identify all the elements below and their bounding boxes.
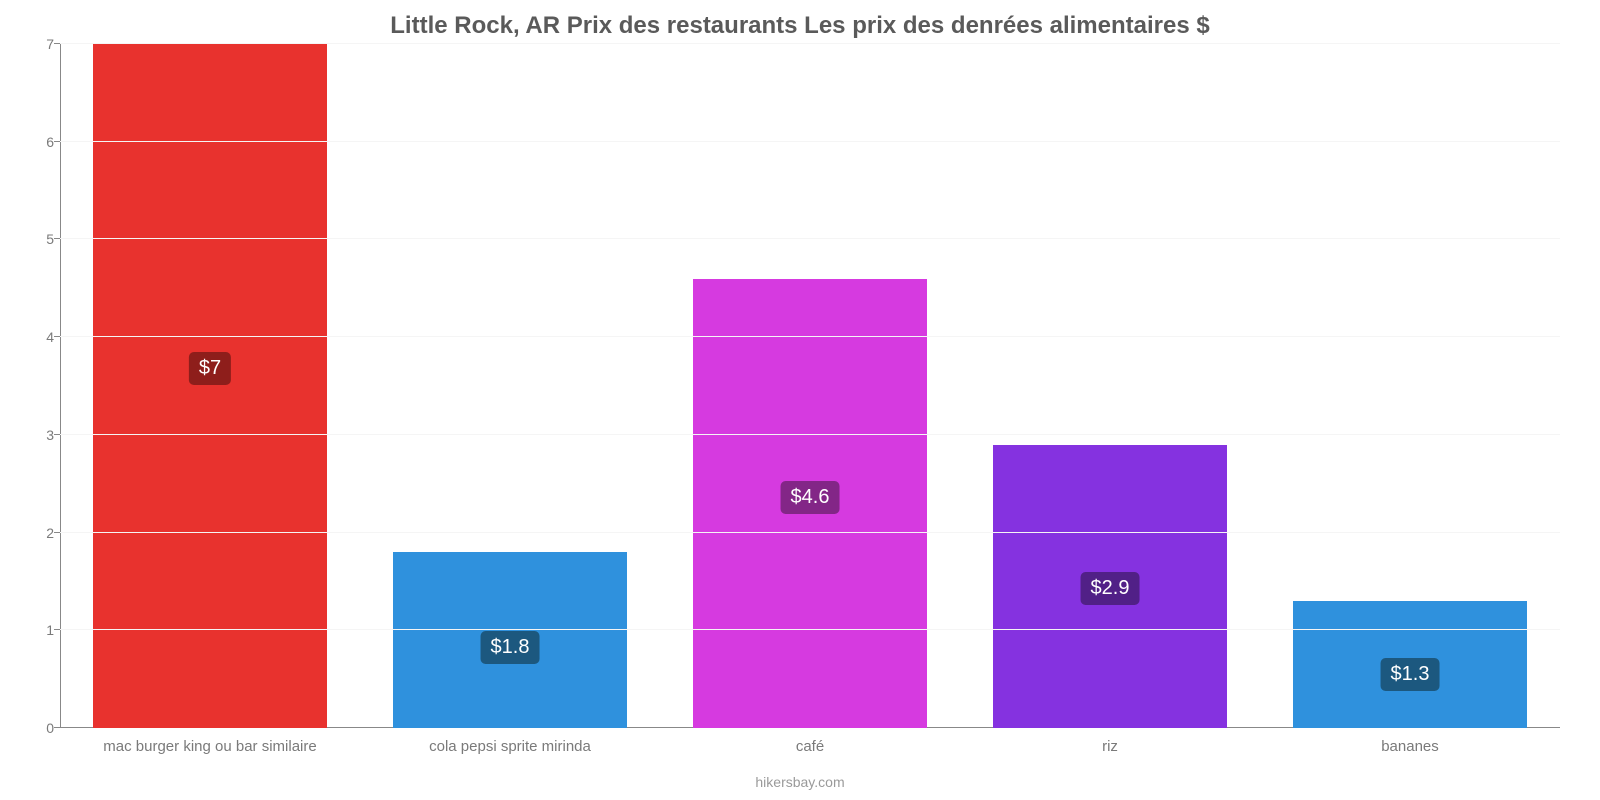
y-tick-label: 3 xyxy=(26,427,54,443)
gridline xyxy=(60,43,1560,44)
bar-value-label: $1.8 xyxy=(481,631,540,664)
gridline xyxy=(60,434,1560,435)
chart-credit: hikersbay.com xyxy=(0,774,1600,800)
y-tick-mark xyxy=(54,629,60,630)
bar-slot: $7 xyxy=(60,44,360,728)
bar: $1.8 xyxy=(393,552,627,728)
bar-chart: Little Rock, AR Prix des restaurants Les… xyxy=(0,0,1600,800)
y-tick-label: 6 xyxy=(26,134,54,150)
y-tick-mark xyxy=(54,434,60,435)
y-tick-label: 0 xyxy=(26,720,54,736)
gridline xyxy=(60,532,1560,533)
bars-container: $7 $1.8 $4.6 $2.9 $1.3 xyxy=(60,44,1560,728)
y-tick-mark xyxy=(54,532,60,533)
y-tick-label: 7 xyxy=(26,36,54,52)
x-axis-labels: mac burger king ou bar similairecola pep… xyxy=(60,728,1560,774)
y-tick-mark xyxy=(54,141,60,142)
bar-slot: $1.3 xyxy=(1260,44,1560,728)
bar-slot: $2.9 xyxy=(960,44,1260,728)
x-axis-label: riz xyxy=(960,728,1260,774)
y-tick-mark xyxy=(54,336,60,337)
y-tick-label: 5 xyxy=(26,231,54,247)
bar: $4.6 xyxy=(693,279,927,728)
y-tick-mark xyxy=(54,727,60,728)
bar-slot: $4.6 xyxy=(660,44,960,728)
x-axis-label: café xyxy=(660,728,960,774)
gridline xyxy=(60,238,1560,239)
bar: $2.9 xyxy=(993,445,1227,728)
bar-value-label: $1.3 xyxy=(1381,658,1440,691)
bar: $1.3 xyxy=(1293,601,1527,728)
bar: $7 xyxy=(93,44,327,728)
x-axis-label: bananes xyxy=(1260,728,1560,774)
bar-slot: $1.8 xyxy=(360,44,660,728)
y-tick-label: 1 xyxy=(26,622,54,638)
x-axis-label: mac burger king ou bar similaire xyxy=(60,728,360,774)
y-tick-label: 2 xyxy=(26,525,54,541)
gridline xyxy=(60,141,1560,142)
bar-value-label: $4.6 xyxy=(781,481,840,514)
bar-value-label: $2.9 xyxy=(1081,572,1140,605)
y-tick-mark xyxy=(54,43,60,44)
bar-value-label: $7 xyxy=(189,352,231,385)
gridline xyxy=(60,629,1560,630)
x-axis-label: cola pepsi sprite mirinda xyxy=(360,728,660,774)
y-tick-mark xyxy=(54,238,60,239)
plot-area: $7$1.8$4.6$2.9$1.3 01234567 xyxy=(60,44,1560,728)
chart-title: Little Rock, AR Prix des restaurants Les… xyxy=(0,0,1600,44)
gridline xyxy=(60,336,1560,337)
y-tick-label: 4 xyxy=(26,329,54,345)
